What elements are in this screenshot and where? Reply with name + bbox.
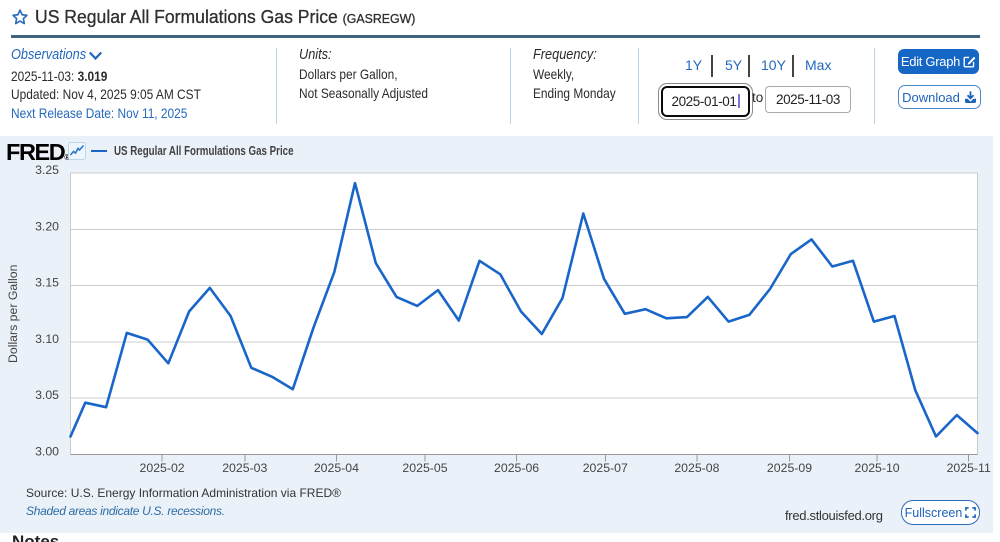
svg-text:Dollars per Gallon: Dollars per Gallon	[6, 264, 20, 363]
svg-text:3.10: 3.10	[35, 332, 59, 346]
svg-text:3.05: 3.05	[35, 388, 59, 402]
svg-text:2025-02: 2025-02	[140, 461, 185, 475]
svg-text:3.15: 3.15	[35, 276, 59, 290]
svg-text:2025-04: 2025-04	[314, 461, 359, 475]
svg-text:2025-11: 2025-11	[947, 461, 991, 475]
svg-text:2025-06: 2025-06	[494, 461, 539, 475]
svg-text:2025-07: 2025-07	[583, 461, 628, 475]
svg-text:2025-08: 2025-08	[674, 461, 719, 475]
svg-text:3.20: 3.20	[35, 219, 59, 233]
svg-text:3.25: 3.25	[35, 163, 59, 177]
svg-text:2025-10: 2025-10	[855, 461, 900, 475]
svg-text:2025-05: 2025-05	[402, 461, 447, 475]
svg-text:2025-03: 2025-03	[222, 461, 267, 475]
svg-text:2025-09: 2025-09	[767, 461, 812, 475]
svg-text:3.00: 3.00	[35, 445, 59, 459]
